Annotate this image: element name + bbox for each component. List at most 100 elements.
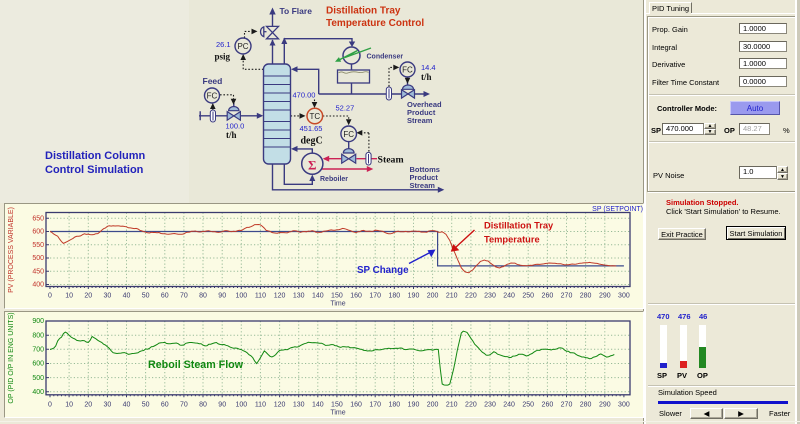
svg-text:470.00: 470.00 <box>293 91 316 100</box>
svg-text:180: 180 <box>388 293 400 300</box>
svg-text:280: 280 <box>580 293 592 300</box>
svg-text:60: 60 <box>161 293 169 300</box>
svg-text:190: 190 <box>408 402 420 409</box>
svg-text:100: 100 <box>235 293 247 300</box>
svg-text:OP (PID O/P IN ENG UNITS): OP (PID O/P IN ENG UNITS) <box>8 312 15 403</box>
svg-text:To Flare: To Flare <box>280 6 313 16</box>
svg-text:80: 80 <box>199 402 207 409</box>
svg-text:30: 30 <box>104 402 112 409</box>
svg-text:Steam: Steam <box>378 154 404 165</box>
svg-text:250: 250 <box>522 402 534 409</box>
svg-text:230: 230 <box>484 402 496 409</box>
svg-text:600: 600 <box>32 229 44 236</box>
svg-text:130: 130 <box>293 293 305 300</box>
svg-text:300: 300 <box>618 293 630 300</box>
svg-text:FC: FC <box>402 66 413 75</box>
svg-text:10: 10 <box>65 402 73 409</box>
svg-text:451.65: 451.65 <box>300 124 323 133</box>
svg-text:550: 550 <box>32 242 44 249</box>
svg-text:700: 700 <box>32 347 44 354</box>
svg-text:60: 60 <box>161 402 169 409</box>
svg-text:90: 90 <box>218 293 226 300</box>
svg-text:Product: Product <box>407 108 436 117</box>
svg-text:Reboil Steam Flow: Reboil Steam Flow <box>148 359 244 371</box>
svg-text:800: 800 <box>32 332 44 339</box>
svg-text:290: 290 <box>599 293 611 300</box>
svg-text:140: 140 <box>312 293 324 300</box>
svg-text:14.4: 14.4 <box>421 63 436 72</box>
svg-text:52.27: 52.27 <box>336 104 355 113</box>
svg-text:160: 160 <box>350 293 362 300</box>
svg-text:400: 400 <box>32 389 44 396</box>
svg-text:130: 130 <box>293 402 305 409</box>
svg-text:140: 140 <box>312 402 324 409</box>
svg-text:150: 150 <box>331 402 343 409</box>
svg-text:270: 270 <box>561 402 573 409</box>
svg-text:Time: Time <box>330 301 345 308</box>
svg-text:50: 50 <box>142 402 150 409</box>
svg-text:20: 20 <box>84 402 92 409</box>
svg-text:20: 20 <box>84 293 92 300</box>
svg-text:Temperature Control: Temperature Control <box>326 18 424 29</box>
svg-text:220: 220 <box>465 293 477 300</box>
svg-text:300: 300 <box>618 402 630 409</box>
svg-text:Temperature: Temperature <box>484 235 540 245</box>
svg-text:210: 210 <box>446 402 458 409</box>
svg-text:40: 40 <box>123 293 131 300</box>
svg-text:PV (PROCESS VARIABLE): PV (PROCESS VARIABLE) <box>8 207 15 293</box>
svg-text:Stream: Stream <box>407 116 433 125</box>
svg-text:40: 40 <box>123 402 131 409</box>
svg-text:110: 110 <box>255 293 266 300</box>
svg-text:0: 0 <box>48 293 52 300</box>
svg-text:500: 500 <box>32 255 44 262</box>
svg-text:Feed: Feed <box>203 76 223 86</box>
svg-text:SP Change: SP Change <box>357 265 409 276</box>
svg-text:10: 10 <box>65 293 73 300</box>
svg-text:degC: degC <box>301 136 323 147</box>
svg-text:210: 210 <box>446 293 458 300</box>
svg-text:Time: Time <box>330 410 345 417</box>
svg-text:260: 260 <box>542 402 554 409</box>
svg-text:70: 70 <box>180 402 188 409</box>
svg-text:600: 600 <box>32 361 44 368</box>
svg-text:170: 170 <box>369 293 381 300</box>
svg-text:190: 190 <box>408 293 420 300</box>
svg-text:170: 170 <box>369 402 381 409</box>
svg-text:110: 110 <box>255 402 266 409</box>
svg-text:t/h: t/h <box>226 130 237 140</box>
svg-text:30: 30 <box>104 293 112 300</box>
svg-text:FC: FC <box>207 92 218 101</box>
svg-text:PC: PC <box>237 42 248 51</box>
svg-text:Condenser: Condenser <box>367 54 404 61</box>
svg-text:FC: FC <box>343 130 354 139</box>
svg-text:500: 500 <box>32 375 44 382</box>
svg-text:150: 150 <box>331 293 343 300</box>
svg-text:200: 200 <box>427 402 439 409</box>
svg-text:psig: psig <box>215 52 231 62</box>
svg-text:240: 240 <box>503 402 515 409</box>
svg-text:100: 100 <box>235 402 247 409</box>
svg-text:Distillation Tray: Distillation Tray <box>326 6 401 17</box>
svg-text:Reboiler: Reboiler <box>320 176 348 183</box>
svg-text:90: 90 <box>218 402 226 409</box>
svg-text:80: 80 <box>199 293 207 300</box>
svg-text:26.1: 26.1 <box>216 40 231 49</box>
svg-text:Overhead: Overhead <box>407 100 442 109</box>
svg-text:0: 0 <box>48 402 52 409</box>
svg-text:400: 400 <box>32 282 44 289</box>
svg-text:TC: TC <box>309 112 320 121</box>
svg-text:Distillation Tray: Distillation Tray <box>484 221 554 231</box>
svg-text:450: 450 <box>32 268 44 275</box>
svg-text:270: 270 <box>561 293 573 300</box>
svg-text:260: 260 <box>542 293 554 300</box>
svg-text:900: 900 <box>32 318 44 325</box>
svg-text:180: 180 <box>388 402 400 409</box>
svg-text:240: 240 <box>503 293 515 300</box>
svg-text:100.0: 100.0 <box>226 122 245 131</box>
svg-text:t/h: t/h <box>421 72 432 82</box>
svg-text:Stream: Stream <box>410 181 436 190</box>
svg-text:Σ: Σ <box>308 158 317 173</box>
svg-text:160: 160 <box>350 402 362 409</box>
svg-text:Bottoms: Bottoms <box>410 165 440 174</box>
svg-text:650: 650 <box>32 215 44 222</box>
